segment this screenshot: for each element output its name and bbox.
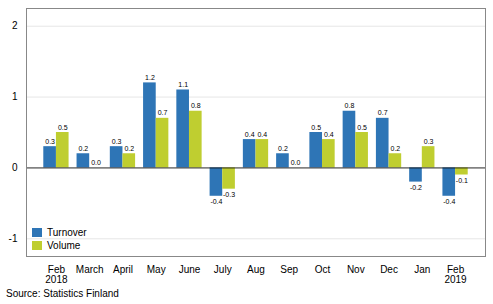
svg-text:Feb2019: Feb2019	[444, 264, 467, 285]
svg-text:Feb2018: Feb2018	[45, 264, 68, 285]
svg-text:0.2: 0.2	[278, 145, 288, 152]
svg-text:0.7: 0.7	[158, 109, 168, 116]
svg-text:0.5: 0.5	[311, 124, 321, 131]
html-text:Volume: Volume	[47, 240, 81, 251]
svg-text:May: May	[147, 264, 166, 275]
svg-text:0.2: 0.2	[124, 145, 134, 152]
svg-text:0.4: 0.4	[324, 131, 334, 138]
svg-text:2: 2	[12, 20, 18, 31]
svg-text:-0.1: -0.1	[456, 177, 468, 184]
svg-text:Jan: Jan	[414, 264, 430, 275]
svg-text:0.0: 0.0	[291, 159, 301, 166]
svg-text:0.4: 0.4	[257, 131, 267, 138]
svg-text:-0.4: -0.4	[443, 198, 455, 205]
svg-text:0.3: 0.3	[112, 138, 122, 145]
html-text:Turnover: Turnover	[47, 227, 87, 238]
svg-text:Dec: Dec	[380, 264, 398, 275]
svg-text:0.8: 0.8	[191, 102, 201, 109]
svg-text:1: 1	[12, 91, 18, 102]
svg-text:1.1: 1.1	[178, 81, 188, 88]
svg-text:0.7: 0.7	[378, 109, 388, 116]
svg-text:0.2: 0.2	[390, 145, 400, 152]
svg-text:-0.4: -0.4	[210, 198, 222, 205]
svg-text:0.2: 0.2	[79, 145, 89, 152]
svg-text:0.8: 0.8	[345, 102, 355, 109]
svg-text:April: April	[113, 264, 133, 275]
svg-text:Sep: Sep	[280, 264, 298, 275]
svg-text:March: March	[76, 264, 104, 275]
svg-text:1.2: 1.2	[145, 74, 155, 81]
svg-text:0.3: 0.3	[45, 138, 55, 145]
svg-text:Oct: Oct	[315, 264, 331, 275]
svg-text:0.4: 0.4	[245, 131, 255, 138]
svg-text:-0.3: -0.3	[223, 191, 235, 198]
html-text:Source: Statistics Finland: Source: Statistics Finland	[6, 288, 119, 299]
svg-text:July: July	[214, 264, 232, 275]
svg-text:-1: -1	[9, 233, 18, 244]
svg-text:Aug: Aug	[247, 264, 265, 275]
svg-text:0.5: 0.5	[357, 124, 367, 131]
svg-text:0.5: 0.5	[58, 124, 68, 131]
svg-text:0.3: 0.3	[424, 138, 434, 145]
svg-text:0: 0	[12, 162, 18, 173]
svg-text:Nov: Nov	[347, 264, 365, 275]
svg-text:0.0: 0.0	[91, 159, 101, 166]
svg-text:-0.2: -0.2	[410, 184, 422, 191]
svg-text:June: June	[179, 264, 201, 275]
